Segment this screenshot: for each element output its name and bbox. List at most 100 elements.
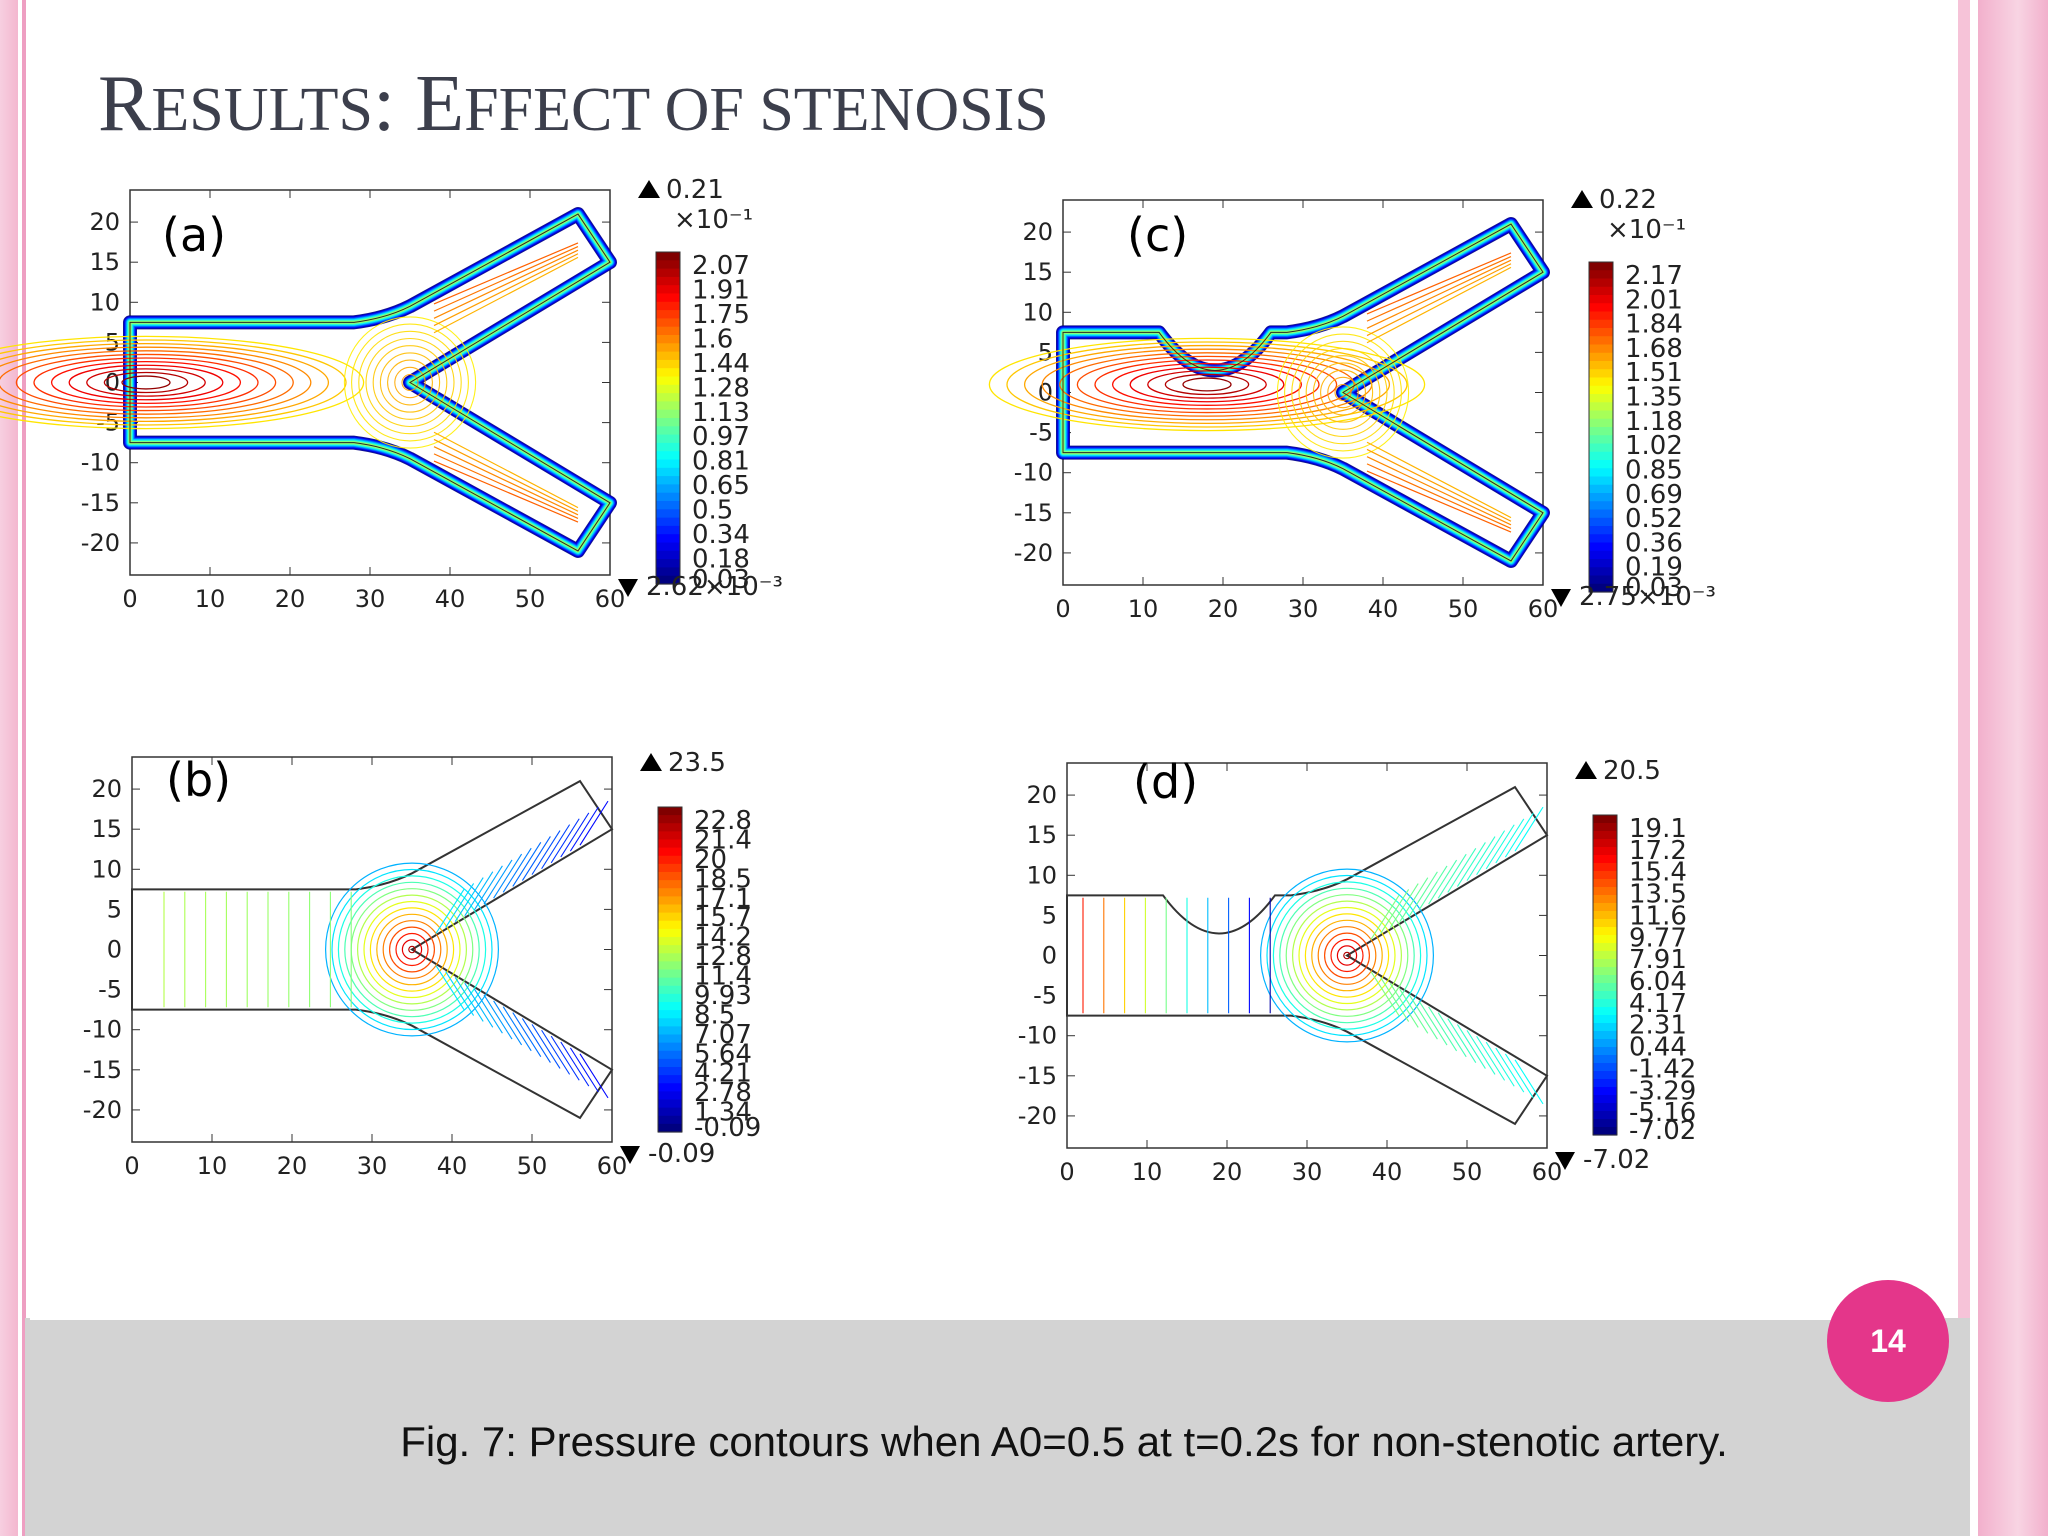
- velocity-contour: [0, 342, 329, 423]
- pressure-contour: [1408, 871, 1438, 917]
- artery-geometry: [1066, 785, 1549, 1126]
- pressure-contour: [1437, 1012, 1467, 1058]
- legend-swatch: [658, 912, 682, 922]
- velocity-contour: [1059, 352, 1355, 417]
- x-tick-label: 30: [357, 1152, 388, 1180]
- legend-value: 0.19: [1625, 553, 1683, 583]
- legend-swatch: [1589, 542, 1613, 552]
- pressure-contour: [1370, 895, 1400, 940]
- legend-swatch: [1593, 879, 1617, 888]
- x-tick-label: 60: [595, 585, 626, 613]
- x-tick-label: 40: [1368, 595, 1399, 623]
- legend-swatch: [656, 401, 680, 411]
- apex-contour: [351, 323, 469, 442]
- legend-swatch: [656, 476, 680, 485]
- apex-contour: [1312, 362, 1374, 423]
- legend-value: 15.7: [694, 903, 752, 933]
- legend-swatch: [1589, 443, 1613, 453]
- legend-value: 11.6: [1629, 901, 1687, 931]
- y-tick-label: -15: [1018, 1062, 1057, 1090]
- pressure-contour: [1514, 1059, 1544, 1105]
- legend-swatch: [1593, 991, 1617, 1000]
- legend-swatch: [656, 418, 680, 427]
- branch-contour: [1366, 266, 1512, 344]
- y-tick-label: -10: [1018, 1022, 1057, 1050]
- artery-outline: [1062, 223, 1544, 562]
- legend-swatch: [1589, 567, 1613, 577]
- slide-title: RESULTS: EFFECT OF STENOSIS: [98, 64, 1049, 144]
- velocity-contour: [50, 360, 242, 405]
- pressure-contour: [325, 862, 500, 1037]
- legend-min: -7.02: [1583, 1145, 1650, 1175]
- velocity-contour: [1076, 355, 1338, 414]
- legend-swatch: [656, 451, 680, 461]
- legend-swatch: [1593, 1039, 1617, 1048]
- legend-frame: [1592, 814, 1618, 1136]
- legend-swatch: [1589, 526, 1613, 535]
- legend-swatch: [656, 326, 680, 336]
- pressure-contour: [337, 875, 487, 1024]
- legend-swatch: [1589, 385, 1613, 395]
- legend-swatch: [1589, 583, 1613, 593]
- legend-swatch: [656, 567, 680, 577]
- legend-frame: [1588, 261, 1614, 593]
- pressure-contour: [389, 926, 436, 973]
- legend-value: 0.69: [1625, 480, 1683, 510]
- legend-value: 21.4: [694, 825, 752, 855]
- legend-swatch: [656, 351, 680, 361]
- legend-swatch: [1593, 895, 1617, 904]
- legend-swatch: [658, 904, 682, 914]
- apex-contour: [1327, 376, 1359, 409]
- branch-contour: [1366, 263, 1512, 337]
- pressure-contour: [1495, 818, 1525, 864]
- velocity-contour: [1006, 341, 1408, 428]
- panel-c-plot: 0 10 20 30 40 50 6020151050-5-10-15-202.172.01…: [988, 185, 1716, 623]
- pressure-contour: [1418, 1000, 1448, 1046]
- pressure-contour: [569, 806, 599, 852]
- x-tick-label: 20: [1208, 595, 1239, 623]
- legend-value: 9.77: [1629, 923, 1687, 953]
- pressure-contour: [1495, 1047, 1525, 1093]
- legend-swatch: [658, 1091, 682, 1101]
- min-triangle-icon: [1551, 589, 1571, 607]
- legend-value: 0.5: [692, 496, 733, 526]
- y-tick-label: -15: [1014, 499, 1053, 527]
- pressure-contour: [1279, 887, 1415, 1024]
- pressure-contour: [1324, 932, 1371, 979]
- legend-swatch: [1593, 1095, 1617, 1104]
- pressure-contour: [579, 1053, 609, 1099]
- pressure-contour: [1447, 1018, 1477, 1064]
- legend-swatch: [658, 937, 682, 946]
- legend-max: 0.21: [666, 175, 724, 205]
- pressure-contour: [376, 913, 448, 986]
- legend-scale: ×10⁻¹: [1607, 215, 1686, 245]
- legend-value: 1.44: [692, 349, 750, 379]
- apex-contour: [1334, 383, 1352, 402]
- legend-swatch: [656, 550, 680, 560]
- pressure-contour: [357, 894, 468, 1005]
- legend-swatch: [1589, 262, 1613, 271]
- pressure-contour: [473, 988, 503, 1034]
- legend-value: 1.34: [694, 1098, 752, 1128]
- legend-scale: ×10⁻¹: [674, 205, 753, 235]
- legend-value: 22.8: [694, 806, 752, 836]
- legend-value: 13.5: [1629, 880, 1687, 910]
- legend-value: 9.93: [694, 981, 752, 1011]
- legend-value: 1.02: [1625, 431, 1683, 461]
- legend-swatch: [1593, 1127, 1617, 1136]
- min-triangle-icon: [620, 1146, 640, 1164]
- legend-value: 1.28: [692, 373, 750, 403]
- x-tick-label: 50: [1452, 1158, 1483, 1186]
- pressure-contour: [1311, 919, 1383, 992]
- legend-value: 2.01: [1625, 285, 1683, 315]
- legend-swatch: [1593, 911, 1617, 920]
- legend-swatch: [1593, 1063, 1617, 1072]
- apex-contour: [1320, 369, 1366, 416]
- branch-contour: [433, 446, 579, 516]
- legend-swatch: [656, 409, 680, 419]
- panel-b-label: (b): [166, 753, 232, 807]
- legend-min: 2.62×10⁻³: [646, 572, 783, 602]
- legend-swatch: [656, 335, 680, 344]
- y-tick-label: -20: [81, 529, 120, 557]
- legend-swatch: [1589, 501, 1613, 511]
